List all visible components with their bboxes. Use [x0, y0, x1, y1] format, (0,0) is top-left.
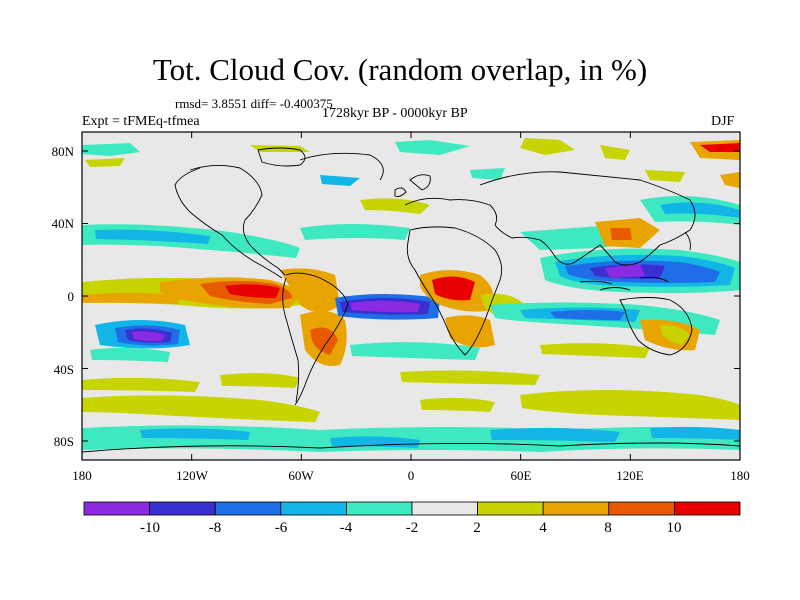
colorbar-label-8: 10 [666, 520, 682, 536]
x-tick-60e: 60E [510, 468, 532, 483]
y-tick-80n: 80N [51, 144, 74, 159]
colorbar-swatch [149, 501, 216, 516]
coastlines [82, 147, 740, 453]
y-tick-80s: 80S [53, 434, 74, 449]
colorbar-label-3: -4 [339, 520, 353, 536]
colorbar-swatch [83, 501, 150, 516]
colorbar-label-6: 4 [539, 520, 547, 536]
cloud-anomaly-field [82, 132, 740, 460]
x-tick-120w: 120W [176, 468, 208, 483]
y-tick-40n: 40N [51, 216, 74, 231]
stats-label: rmsd= 3.8551 diff= -0.400375 [175, 96, 333, 111]
axis-ticks [81, 132, 741, 460]
experiment-label: Expt = tFMEq-tfmea [82, 114, 200, 129]
colorbar-label-5: 2 [473, 520, 481, 536]
colorbar-swatch [345, 501, 413, 516]
colorbar-swatch [477, 501, 544, 516]
x-tick-180w: 180 [72, 468, 92, 483]
colorbar [83, 501, 741, 516]
season-label: DJF [711, 114, 735, 129]
x-tick-120e: 120E [616, 468, 644, 483]
map-title: Tot. Cloud Cov. (random overlap, in %) [152, 52, 648, 87]
colorbar-label-1: -8 [208, 520, 222, 536]
colorbar-swatch [608, 501, 675, 516]
colorbar-label-4: -2 [405, 520, 419, 536]
colorbar-label-7: 8 [604, 520, 612, 536]
period-label: 1728kyr BP - 0000kyr BP [322, 106, 468, 121]
colorbar-label-0: -10 [140, 520, 160, 536]
colorbar-swatch [280, 501, 347, 516]
colorbar-label-2: -6 [274, 520, 288, 536]
colorbar-swatch [411, 501, 478, 516]
x-tick-60w: 60W [288, 468, 314, 483]
colorbar-swatch [214, 501, 282, 516]
y-tick-40s: 40S [53, 362, 74, 377]
colorbar-swatch [674, 501, 741, 516]
x-tick-0: 0 [407, 468, 415, 483]
x-tick-180e: 180 [730, 468, 750, 483]
y-tick-0: 0 [67, 289, 75, 304]
colorbar-swatch [542, 501, 610, 516]
